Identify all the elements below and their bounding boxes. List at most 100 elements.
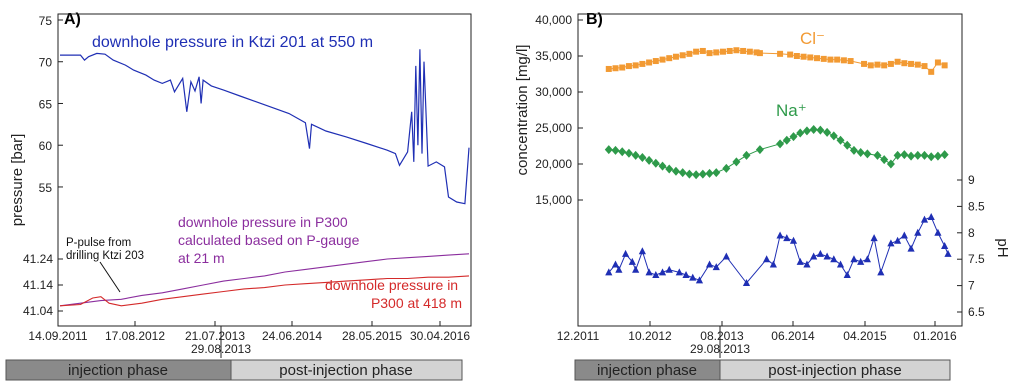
- right-y-tick-label: 9: [968, 173, 975, 187]
- data-point-2: [836, 260, 845, 268]
- data-point-2: [776, 231, 784, 239]
- data-point-0: [867, 62, 874, 69]
- data-point-2: [796, 257, 804, 265]
- data-point-0: [793, 53, 800, 59]
- data-point-0: [928, 68, 935, 75]
- data-point-0: [646, 59, 653, 66]
- data-point-1: [843, 140, 852, 150]
- data-point-1: [685, 169, 694, 179]
- data-point-2: [632, 265, 640, 273]
- data-point-2: [810, 252, 818, 260]
- data-point-2: [843, 271, 851, 279]
- panel-b-post-injection-phase-bar: [719, 359, 951, 381]
- data-point-2: [941, 242, 949, 249]
- data-point-2: [850, 255, 858, 263]
- data-point-0: [756, 50, 763, 57]
- data-point-2: [830, 255, 838, 263]
- data-point-1: [927, 152, 936, 162]
- data-point-0: [726, 47, 733, 54]
- data-point-2: [816, 249, 824, 257]
- series-line-0: [608, 49, 945, 73]
- data-point-1: [712, 168, 721, 178]
- lower-y-tick-label: 41.04: [23, 304, 53, 318]
- data-point-0: [612, 65, 619, 72]
- data-point-2: [695, 276, 704, 284]
- panel-a-upper-y-ticks: 55 60 65 70 75: [39, 14, 63, 195]
- data-point-2: [652, 271, 660, 279]
- data-point-0: [820, 55, 827, 62]
- x-tick-label: 14.09.2011: [28, 329, 87, 343]
- x-tick-label: 21.07.2013: [185, 329, 245, 343]
- data-point-1: [886, 159, 895, 169]
- data-point-0: [706, 50, 713, 57]
- data-point-1: [755, 145, 764, 155]
- x-tick-label: 12.2011: [557, 329, 600, 343]
- series-line-1: [59, 253, 470, 307]
- data-point-2: [689, 273, 697, 281]
- data-point-0: [733, 47, 740, 54]
- data-point-2: [722, 252, 730, 260]
- panel-b-injection-phase-label: injection phase: [597, 362, 697, 379]
- data-point-1: [631, 150, 640, 160]
- data-point-0: [881, 62, 888, 69]
- data-point-1: [920, 150, 929, 160]
- right-y-tick-label: 7: [968, 279, 975, 293]
- upper-y-tick-label: 65: [39, 97, 53, 111]
- data-point-1: [776, 139, 785, 149]
- data-point-1: [836, 135, 845, 145]
- left-y-tick-label: 25,000: [535, 121, 572, 135]
- panel-a-frame: [57, 13, 472, 327]
- data-point-1: [604, 145, 613, 155]
- panel-a-post-injection-phase-bar: [230, 359, 463, 381]
- cl-series-label: Cl⁻: [800, 29, 825, 48]
- data-point-1: [782, 135, 791, 145]
- data-point-0: [632, 62, 639, 69]
- panel-b-left-y-ticks: 15,000 20,000 25,000 30,000 35,000 40,000: [535, 13, 583, 207]
- data-point-0: [719, 48, 726, 55]
- data-point-0: [746, 48, 753, 55]
- data-point-0: [921, 63, 928, 70]
- data-point-0: [679, 52, 686, 59]
- data-point-2: [645, 268, 653, 276]
- p300-418m-series-label: downhole pressure in P300 at 418 m: [325, 277, 462, 311]
- data-point-1: [698, 169, 707, 179]
- data-point-1: [692, 170, 701, 180]
- panel-b: B) concentration [mg/l] pH 15,000 20,000 2…: [514, 11, 1011, 381]
- data-point-1: [880, 155, 889, 165]
- data-point-1: [678, 168, 687, 178]
- data-point-2: [900, 231, 908, 239]
- data-point-1: [900, 150, 909, 160]
- data-point-2: [675, 268, 683, 276]
- panel-b-label: B): [586, 11, 603, 28]
- data-point-2: [638, 247, 646, 255]
- data-point-2: [927, 212, 935, 220]
- series-line-0: [60, 49, 470, 205]
- data-point-1: [665, 164, 674, 174]
- panel-b-date-marker: 29.08.2013: [690, 342, 750, 356]
- x-tick-label: 08.2013: [700, 329, 744, 343]
- left-y-tick-label: 15,000: [535, 193, 572, 207]
- data-point-2: [914, 228, 922, 236]
- data-point-0: [941, 62, 948, 69]
- data-point-2: [769, 260, 777, 268]
- data-point-1: [893, 150, 902, 160]
- data-point-0: [914, 61, 921, 68]
- x-tick-label: 10.2012: [628, 329, 672, 343]
- data-point-0: [887, 60, 894, 67]
- panel-b-x-ticks: 12.2011 10.2012 08.2013 06.2014 04.2015 01.20…: [557, 321, 957, 343]
- data-point-1: [816, 125, 825, 135]
- data-point-0: [861, 60, 868, 67]
- series-line-2: [608, 216, 949, 284]
- data-point-1: [742, 150, 751, 160]
- data-point-1: [802, 126, 811, 136]
- data-point-2: [920, 215, 929, 223]
- upper-y-tick-label: 55: [39, 181, 53, 195]
- data-point-0: [740, 47, 747, 54]
- data-point-2: [934, 228, 942, 236]
- right-y-tick-label: 7.5: [968, 252, 985, 266]
- data-point-1: [638, 153, 647, 163]
- data-point-2: [763, 255, 771, 263]
- data-point-1: [907, 151, 916, 161]
- x-tick-label: 28.05.2015: [342, 329, 402, 343]
